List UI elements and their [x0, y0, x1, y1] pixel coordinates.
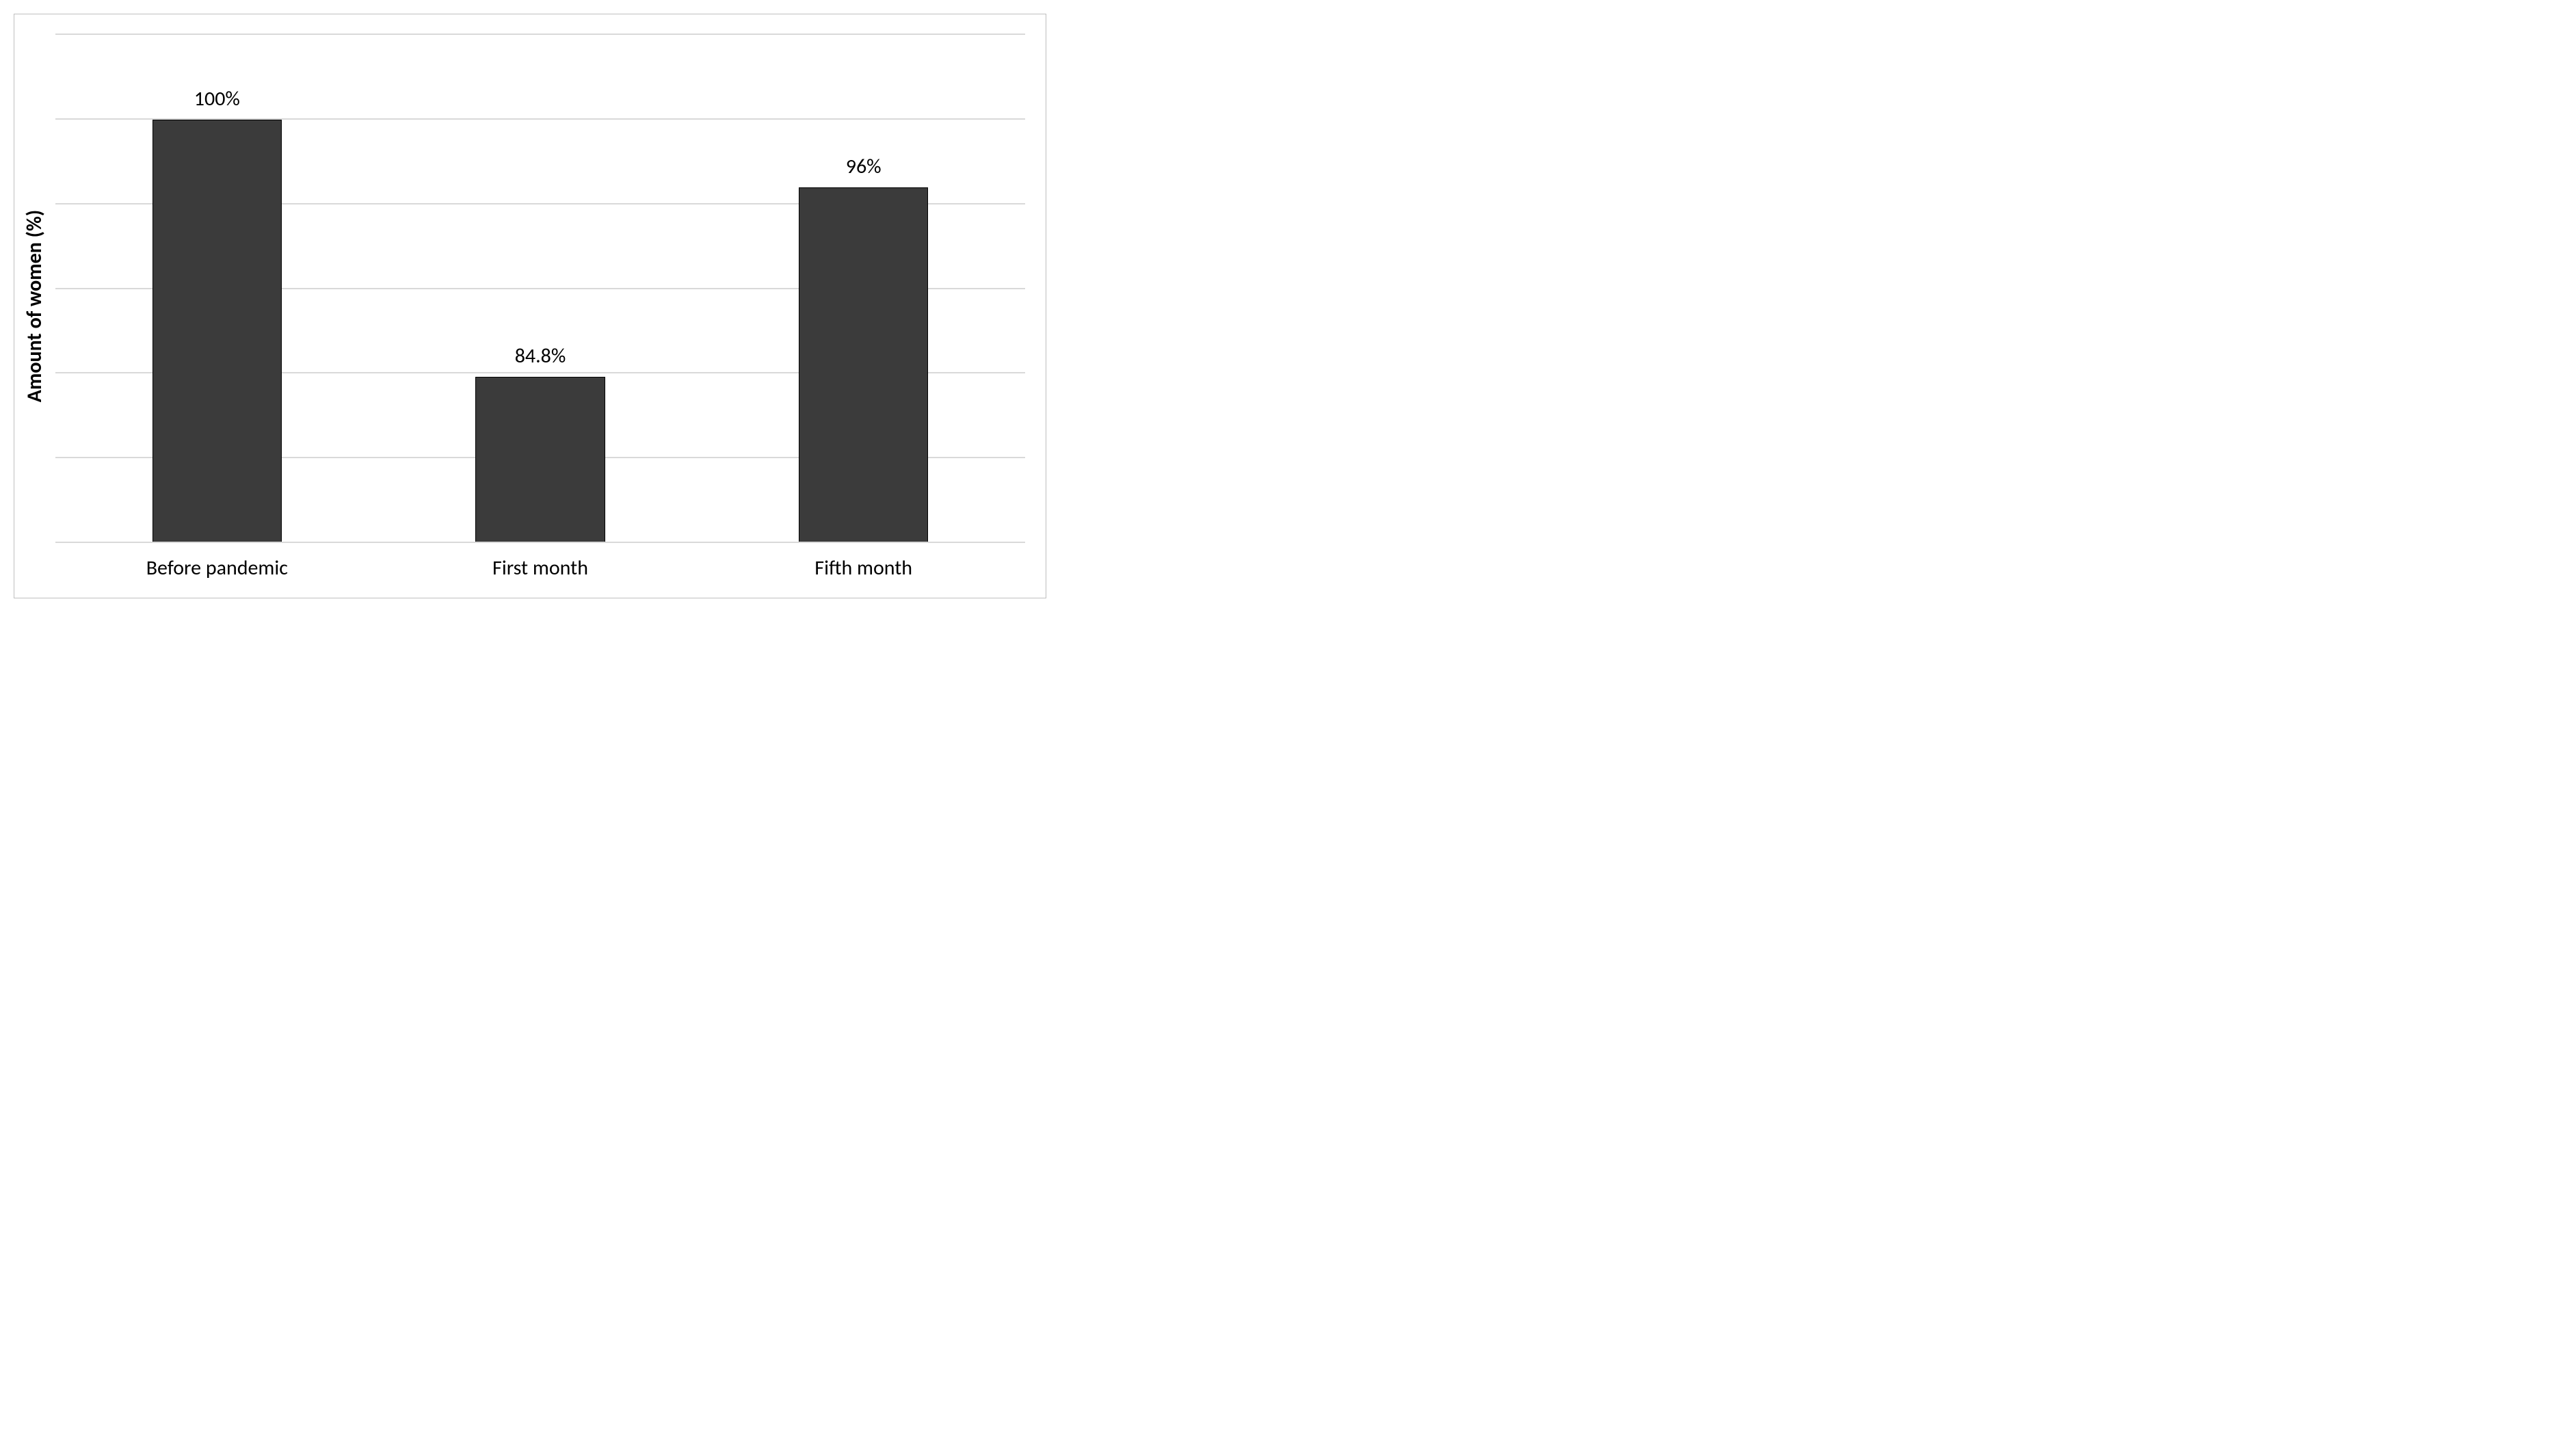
chart-inner: Amount of women (%) 100% 84.8% 96% Before … [14, 14, 1046, 598]
y-axis-label: Amount of women (%) [23, 210, 48, 402]
x-labels-row: Before pandemic First month Fifth month [55, 543, 1025, 598]
x-label-slot: Before pandemic [55, 543, 379, 598]
bar-slot: 96% [702, 35, 1025, 543]
x-axis-label: Fifth month [814, 555, 912, 581]
bar-slot: 84.8% [379, 35, 702, 543]
bar-chart: Amount of women (%) 100% 84.8% 96% Before … [14, 14, 1046, 598]
x-axis-label: First month [492, 555, 588, 581]
bar-value-label: 84.8% [515, 343, 566, 369]
bar [153, 120, 282, 543]
y-axis-label-wrap: Amount of women (%) [14, 14, 55, 598]
x-label-slot: Fifth month [702, 543, 1025, 598]
bar [475, 377, 605, 543]
bars-row: 100% 84.8% 96% [55, 35, 1025, 543]
bar-value-label: 96% [846, 154, 882, 179]
bar-value-label: 100% [194, 86, 240, 111]
x-label-slot: First month [379, 543, 702, 598]
bar [799, 187, 928, 543]
bar-slot: 100% [55, 35, 379, 543]
plot-area: 100% 84.8% 96% Before pandemic First month F… [55, 35, 1025, 598]
x-axis-label: Before pandemic [146, 555, 288, 581]
